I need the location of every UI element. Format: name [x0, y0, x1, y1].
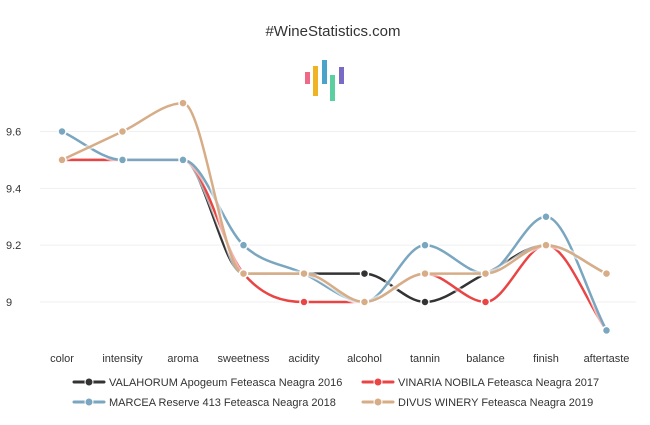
logo-bar: [305, 72, 310, 84]
x-axis: color intensity aroma sweetness acidity alcoh…: [50, 353, 629, 365]
point-divus-winery-feteasca-neagra-2019-aftertaste: [601, 268, 612, 279]
legend-label: DIVUS WINERY Feteasca Neagra 2019: [398, 397, 593, 409]
y-tick-label: 9.2: [6, 240, 21, 252]
x-tick-label-sweetness: sweetness: [218, 353, 270, 365]
chart-title: #WineStatistics.com: [265, 23, 400, 40]
logo-bar: [339, 67, 344, 84]
point-marcea-reserve-413-feteasca-neagra-2018-color: [57, 126, 67, 137]
x-tick-label-finish: finish: [533, 353, 559, 365]
point-divus-winery-feteasca-neagra-2019-aroma: [178, 98, 188, 108]
point-divus-winery-feteasca-neagra-2019-intensity: [117, 126, 128, 137]
series-group: [57, 98, 612, 336]
legend: VALAHORUM Apogeum Feteasca Neagra 2016 VI…: [72, 377, 599, 409]
legend-swatch-marker: [373, 377, 383, 387]
legend-swatch-marker: [84, 377, 94, 387]
point-marcea-reserve-413-feteasca-neagra-2018-aroma: [178, 155, 188, 165]
point-vinaria-nobila-feteasca-neagra-2017-balance: [480, 297, 491, 307]
y-tick-label: 9: [6, 297, 12, 309]
point-marcea-reserve-413-feteasca-neagra-2018-sweetness: [238, 240, 249, 250]
x-tick-label-alcohol: alcohol: [347, 353, 382, 365]
point-marcea-reserve-413-feteasca-neagra-2018-aftertaste: [601, 325, 612, 336]
x-tick-label-balance: balance: [466, 353, 505, 365]
x-tick-label-acidity: acidity: [288, 353, 320, 365]
logo-bar: [313, 66, 318, 96]
point-divus-winery-feteasca-neagra-2019-color: [57, 155, 67, 165]
bar-chart-logo-icon: [305, 60, 344, 101]
logo-bar: [322, 60, 327, 84]
y-tick-label: 9.4: [6, 183, 21, 195]
point-vinaria-nobila-feteasca-neagra-2017-acidity: [299, 297, 309, 307]
point-divus-winery-feteasca-neagra-2019-alcohol: [359, 297, 370, 307]
x-tick-label-intensity: intensity: [102, 353, 143, 365]
legend-label: VINARIA NOBILA Feteasca Neagra 2017: [398, 377, 599, 389]
legend-item-valahorum-apogeum-feteasca-neagra-2016: VALAHORUM Apogeum Feteasca Neagra 2016: [72, 377, 342, 389]
point-divus-winery-feteasca-neagra-2019-acidity: [299, 268, 309, 279]
x-tick-label-color: color: [50, 353, 74, 365]
point-marcea-reserve-413-feteasca-neagra-2018-tannin: [420, 240, 430, 250]
point-valahorum-apogeum-feteasca-neagra-2016-tannin: [420, 297, 430, 307]
point-valahorum-apogeum-feteasca-neagra-2016-alcohol: [359, 268, 370, 279]
point-marcea-reserve-413-feteasca-neagra-2018-finish: [541, 212, 551, 222]
series-line-divus-winery-feteasca-neagra-2019: [61, 101, 608, 304]
point-divus-winery-feteasca-neagra-2019-tannin: [420, 268, 430, 279]
x-tick-label-aroma: aroma: [167, 353, 199, 365]
point-divus-winery-feteasca-neagra-2019-balance: [480, 268, 491, 279]
point-divus-winery-feteasca-neagra-2019-finish: [541, 240, 551, 250]
y-tick-label: 9.6: [6, 127, 21, 139]
legend-item-divus-winery-feteasca-neagra-2019: DIVUS WINERY Feteasca Neagra 2019: [361, 397, 593, 409]
x-tick-label-tannin: tannin: [410, 353, 440, 365]
legend-swatch-marker: [373, 397, 383, 407]
legend-label: MARCEA Reserve 413 Feteasca Neagra 2018: [109, 397, 336, 409]
legend-label: VALAHORUM Apogeum Feteasca Neagra 2016: [109, 377, 342, 389]
x-tick-label-aftertaste: aftertaste: [584, 353, 630, 365]
legend-swatch-marker: [84, 397, 94, 407]
legend-item-vinaria-nobila-feteasca-neagra-2017: VINARIA NOBILA Feteasca Neagra 2017: [361, 377, 599, 389]
point-divus-winery-feteasca-neagra-2019-sweetness: [238, 268, 249, 279]
legend-item-marcea-reserve-413-feteasca-neagra-2018: MARCEA Reserve 413 Feteasca Neagra 2018: [72, 397, 336, 409]
point-marcea-reserve-413-feteasca-neagra-2018-intensity: [117, 155, 128, 165]
logo-bar: [330, 75, 335, 101]
y-axis: 9 9.2 9.4 9.6: [6, 127, 21, 310]
